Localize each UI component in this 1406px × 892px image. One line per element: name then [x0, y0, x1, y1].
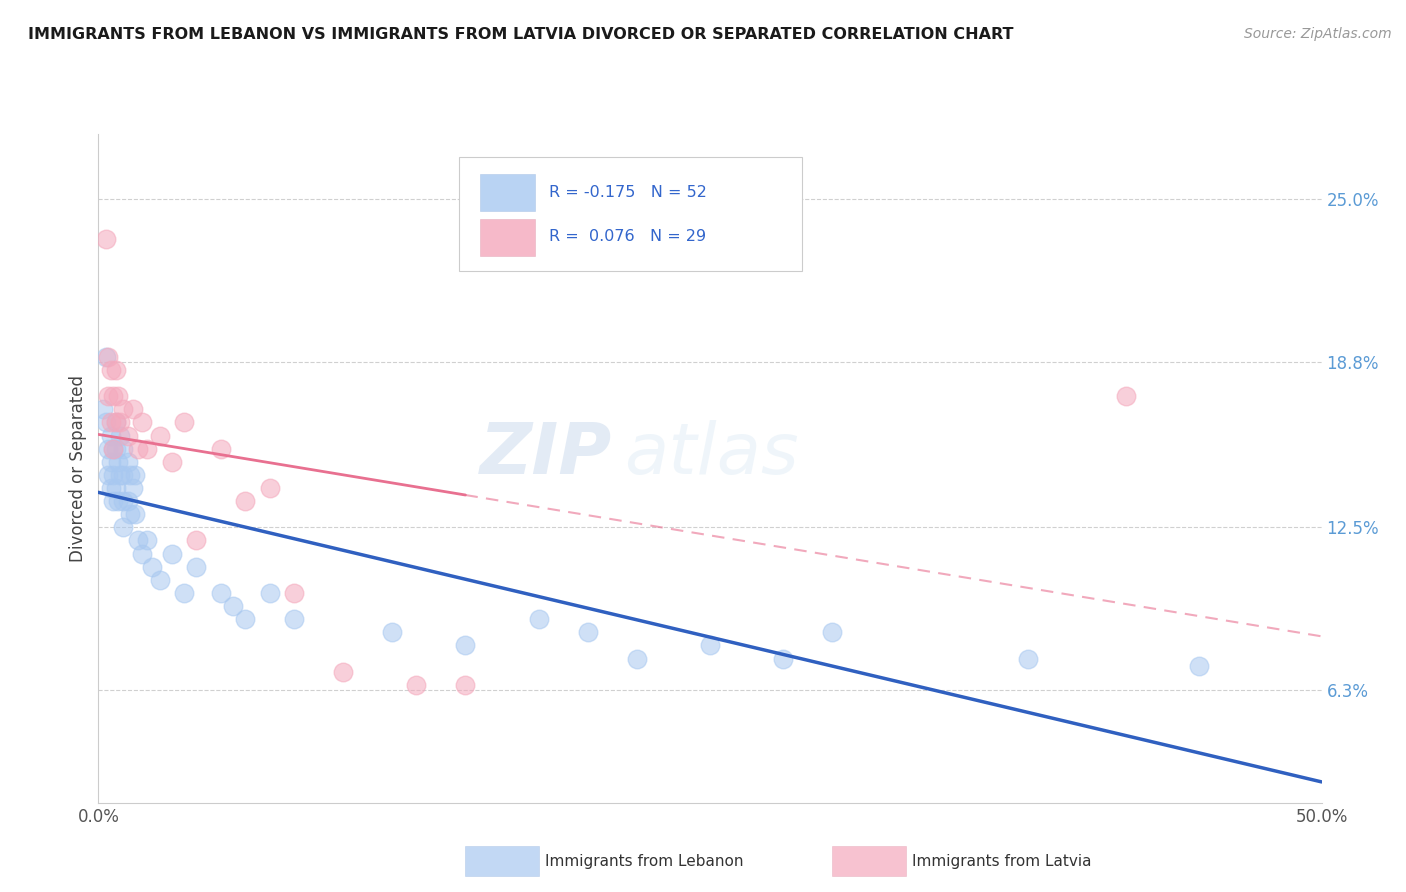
Point: [110, 428, 132, 442]
Point: [117, 455, 139, 469]
Point: [100, 363, 122, 377]
Point: [111, 494, 134, 508]
Point: [699, 639, 721, 653]
Point: [332, 665, 354, 679]
Point: [233, 494, 256, 508]
Point: [111, 402, 134, 417]
Point: [111, 467, 134, 482]
Point: [233, 612, 256, 626]
Point: [772, 651, 794, 665]
FancyBboxPatch shape: [479, 174, 536, 211]
Point: [117, 428, 139, 442]
Point: [101, 494, 124, 508]
Point: [141, 559, 163, 574]
Point: [149, 428, 172, 442]
Point: [283, 612, 305, 626]
Point: [107, 455, 129, 469]
Point: [111, 520, 134, 534]
Text: Immigrants from Latvia: Immigrants from Latvia: [912, 855, 1091, 869]
Point: [149, 573, 172, 587]
Point: [104, 442, 127, 456]
Point: [136, 533, 159, 548]
Point: [100, 428, 122, 442]
Point: [160, 455, 183, 469]
Text: IMMIGRANTS FROM LEBANON VS IMMIGRANTS FROM LATVIA DIVORCED OR SEPARATED CORRELAT: IMMIGRANTS FROM LEBANON VS IMMIGRANTS FR…: [28, 27, 1014, 42]
Point: [186, 559, 208, 574]
Point: [101, 442, 124, 456]
Point: [120, 507, 142, 521]
Point: [1017, 651, 1039, 665]
Point: [104, 416, 127, 430]
FancyBboxPatch shape: [479, 219, 536, 255]
Point: [94, 350, 117, 364]
Point: [121, 402, 143, 417]
Text: Immigrants from Lebanon: Immigrants from Lebanon: [546, 855, 744, 869]
Point: [91, 402, 114, 417]
Point: [104, 481, 127, 495]
Point: [104, 416, 127, 430]
Text: R = -0.175   N = 52: R = -0.175 N = 52: [548, 185, 706, 200]
Point: [94, 232, 117, 246]
Point: [97, 389, 120, 403]
Point: [101, 467, 124, 482]
Point: [186, 533, 208, 548]
Y-axis label: Divorced or Separated: Divorced or Separated: [69, 375, 87, 562]
Point: [101, 442, 124, 456]
Point: [124, 507, 146, 521]
Point: [626, 651, 648, 665]
Point: [97, 350, 120, 364]
Point: [576, 625, 599, 640]
Point: [127, 533, 149, 548]
Point: [131, 416, 153, 430]
Point: [110, 467, 132, 482]
Point: [454, 678, 477, 692]
FancyBboxPatch shape: [465, 847, 538, 876]
Point: [283, 586, 305, 600]
Point: [124, 467, 146, 482]
Point: [94, 416, 117, 430]
Point: [127, 442, 149, 456]
Point: [121, 481, 143, 495]
Point: [259, 481, 281, 495]
Text: R =  0.076   N = 29: R = 0.076 N = 29: [548, 229, 706, 244]
Point: [173, 416, 195, 430]
Text: atlas: atlas: [624, 420, 799, 490]
Point: [107, 389, 129, 403]
Point: [209, 442, 232, 456]
Point: [821, 625, 844, 640]
Point: [209, 586, 232, 600]
Point: [136, 442, 159, 456]
Point: [160, 547, 183, 561]
Point: [107, 494, 129, 508]
Point: [111, 442, 134, 456]
FancyBboxPatch shape: [832, 847, 905, 876]
Point: [131, 547, 153, 561]
Point: [259, 586, 281, 600]
Point: [110, 416, 132, 430]
Point: [100, 416, 122, 430]
Point: [97, 467, 120, 482]
Point: [1115, 389, 1137, 403]
Point: [405, 678, 427, 692]
Point: [97, 442, 120, 456]
Point: [173, 586, 195, 600]
Point: [120, 467, 142, 482]
Text: ZIP: ZIP: [479, 420, 612, 490]
Point: [117, 494, 139, 508]
Text: Source: ZipAtlas.com: Source: ZipAtlas.com: [1244, 27, 1392, 41]
Point: [527, 612, 550, 626]
FancyBboxPatch shape: [460, 157, 801, 271]
Point: [1188, 659, 1211, 673]
Point: [454, 639, 477, 653]
Point: [222, 599, 245, 613]
Point: [381, 625, 404, 640]
Point: [101, 389, 124, 403]
Point: [104, 363, 127, 377]
Point: [100, 481, 122, 495]
Point: [100, 455, 122, 469]
